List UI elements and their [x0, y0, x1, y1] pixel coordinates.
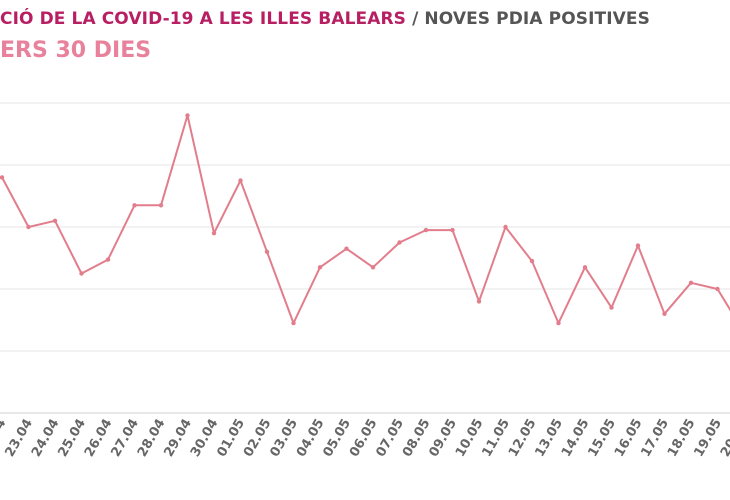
- data-point[interactable]: [715, 286, 720, 292]
- chart-title-main: CIÓ DE LA COVID-19 A LES ILLES BALEARS: [0, 9, 407, 29]
- data-point[interactable]: [529, 258, 535, 264]
- data-point[interactable]: [450, 227, 455, 233]
- data-point[interactable]: [79, 271, 84, 276]
- data-point[interactable]: [158, 203, 164, 208]
- data-point[interactable]: [132, 203, 137, 208]
- data-point[interactable]: [423, 227, 429, 233]
- data-point[interactable]: [503, 224, 508, 230]
- data-point[interactable]: [211, 231, 217, 236]
- data-point[interactable]: [397, 240, 402, 245]
- data-point[interactable]: [0, 175, 5, 180]
- data-point[interactable]: [52, 218, 58, 223]
- data-point[interactable]: [264, 249, 270, 254]
- data-point[interactable]: [635, 243, 641, 248]
- data-point[interactable]: [662, 311, 667, 316]
- data-point[interactable]: [582, 265, 588, 270]
- chart-title: CIÓ DE LA COVID-19 A LES ILLES BALEARS /…: [0, 9, 650, 29]
- data-point[interactable]: [291, 320, 296, 326]
- data-point[interactable]: [26, 224, 31, 230]
- data-point[interactable]: [238, 178, 243, 183]
- chart-subtitle: ERS 30 DIES: [0, 38, 152, 63]
- data-point[interactable]: [317, 265, 323, 270]
- data-point[interactable]: [370, 265, 376, 270]
- series-line: [1, 114, 730, 325]
- data-point[interactable]: [609, 305, 614, 310]
- data-point[interactable]: [688, 280, 694, 285]
- data-point[interactable]: [185, 113, 190, 118]
- data-point[interactable]: [556, 320, 561, 326]
- data-point[interactable]: [344, 246, 349, 251]
- data-point[interactable]: [105, 257, 111, 262]
- chart-title-sub: NOVES PDIA POSITIVES: [424, 9, 650, 29]
- data-point[interactable]: [476, 299, 482, 304]
- chart-title-separator: /: [412, 9, 419, 29]
